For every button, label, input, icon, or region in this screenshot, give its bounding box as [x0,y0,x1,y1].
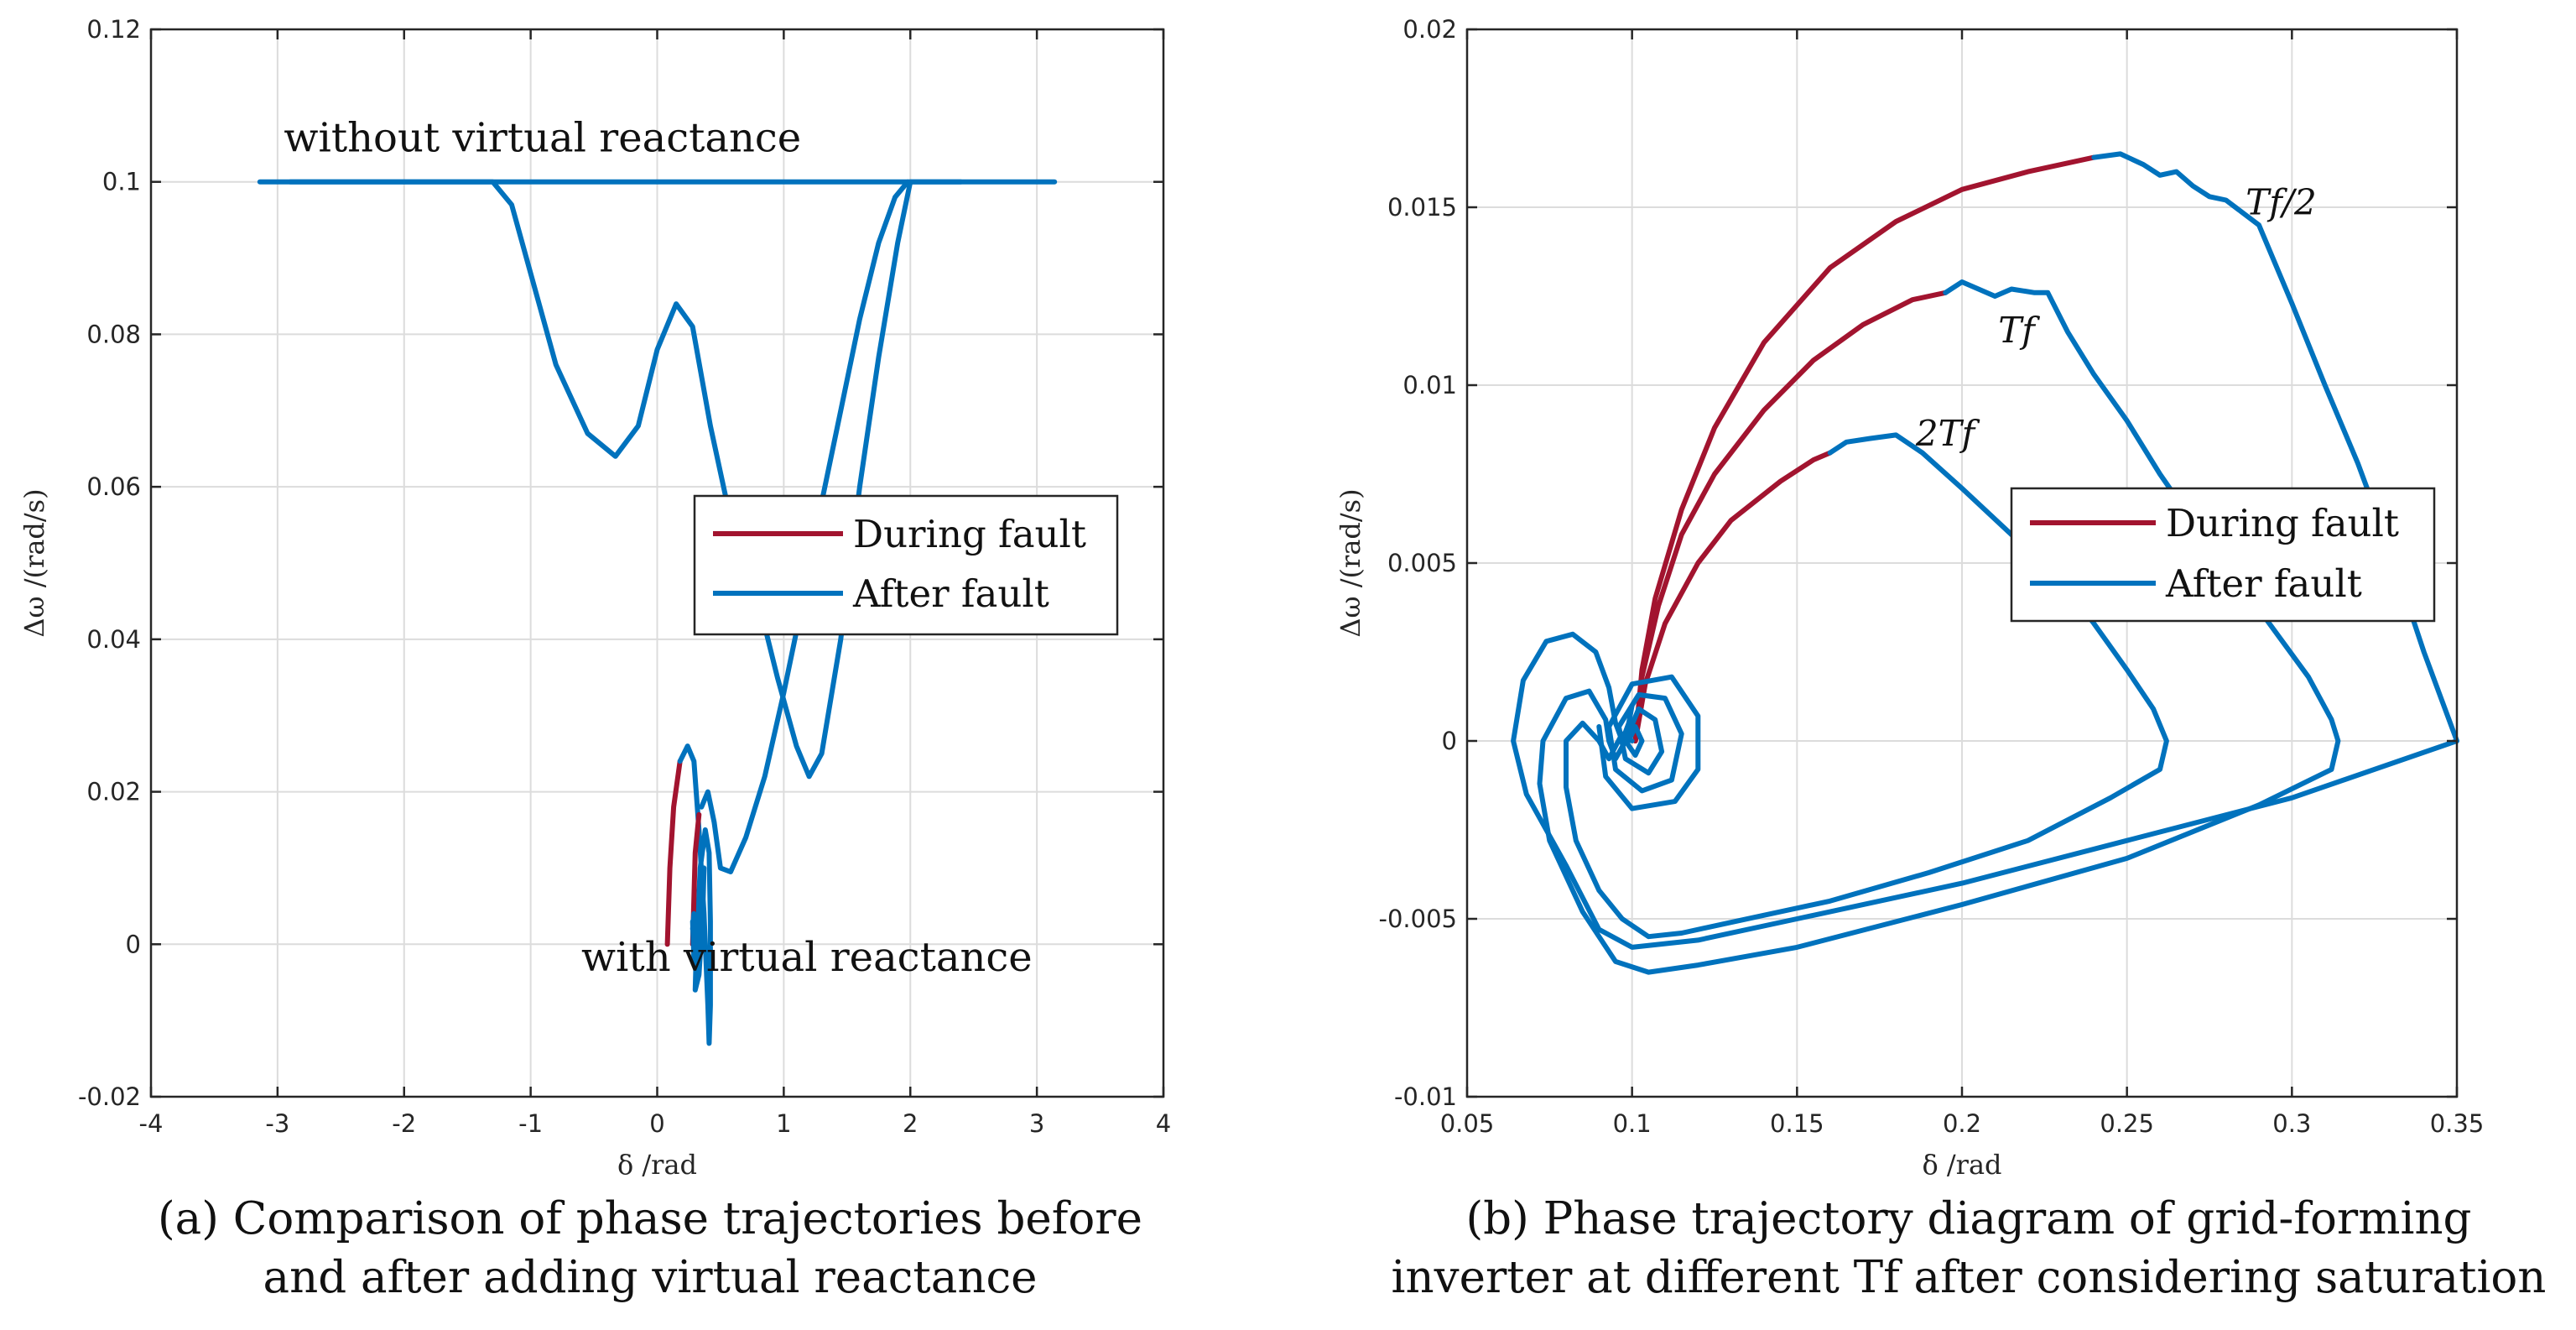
y-ticks-a: -0.02 0 0.02 0.04 0.06 0.08 0.1 0.12 [78,15,1163,1111]
chart-panel-a: -4 -3 -2 -1 0 1 2 3 4 -0.02 0 0.02 0.04 0.06 0.08 0.1 0… [18,15,1171,1303]
x-tick-label: 0.3 [2272,1109,2311,1138]
y-tick-label: -0.02 [78,1082,141,1111]
caption-a-line-1: (a) Comparison of phase trajectories bef… [158,1193,1142,1244]
y-tick-label: 0.08 [86,320,141,348]
x-tick-label: -2 [392,1109,416,1138]
x-axis-label-a: δ /rad [617,1149,697,1181]
y-axis-label-b: Δω /(rad/s) [1335,488,1366,637]
series-line-after-fault [1511,151,2459,950]
x-tick-label: 0 [649,1109,664,1138]
x-tick-label: 0.25 [2100,1109,2154,1138]
x-tick-label: 0.1 [1613,1109,1652,1138]
y-ticks-b: -0.01 -0.005 0 0.005 0.01 0.015 0.02 [1379,15,2457,1111]
series-line-after-fault [690,910,698,962]
x-tick-label: 2 [903,1109,918,1138]
y-axis-label-a: Δω /(rad/s) [18,488,50,637]
y-tick-label: 0.01 [1402,371,1457,399]
y-tick-label: -0.005 [1379,905,1458,933]
annotation-tf: Tf [1998,310,2040,351]
y-tick-label: 0.02 [1402,15,1457,44]
legend-box-b [2010,487,2436,623]
y-tick-label: -0.01 [1394,1082,1457,1111]
x-ticks-b: 0.05 0.1 0.15 0.2 0.25 0.3 0.35 [1440,29,2485,1138]
series-line-after-fault [257,179,964,780]
y-tick-label: 0 [126,930,141,958]
y-tick-label: 0.12 [86,15,141,44]
legend-a: During fault After fault [693,494,1119,636]
caption-b-line-2: inverter at different Tf after consideri… [1392,1252,2547,1303]
series-line-during-fault [1632,289,1949,743]
y-tick-label: 0.015 [1387,193,1457,222]
annotation-tf-half: Tf/2 [2246,181,2316,222]
y-tick-label: 0 [1442,727,1457,755]
x-axis-label-b: δ /rad [1922,1149,2001,1181]
annotation-2tf: 2Tf [1915,413,1980,454]
series-line-after-fault [699,179,911,874]
x-tick-label: 1 [776,1109,791,1138]
series-line-during-fault [1632,154,2097,743]
caption-a-line-2: and after adding virtual reactance [263,1252,1038,1303]
series-line-after-fault [1596,674,1701,811]
legend-box-a [693,494,1119,636]
y-tick-label: 0.02 [86,778,141,806]
series-line-after-fault [1537,279,2341,975]
annotation-without-virtual-reactance: without virtual reactance [284,114,801,161]
legend-label-during-fault-b: During fault [2166,501,2399,545]
x-tick-label: -4 [139,1109,164,1138]
x-tick-label: -1 [518,1109,543,1138]
annotation-with-virtual-reactance: with virtual reactance [581,934,1033,981]
caption-b-line-1: (b) Phase trajectory diagram of grid-for… [1466,1193,2472,1244]
legend-label-after-fault-a: After fault [852,571,1049,616]
y-tick-label: 0.04 [86,625,141,654]
y-tick-label: 0.1 [102,168,141,196]
legend-label-during-fault-a: During fault [853,512,1086,556]
x-tick-label: 0.15 [1770,1109,1824,1138]
x-tick-label: 3 [1029,1109,1044,1138]
series-line-during-fault [1632,450,1833,743]
x-tick-label: 0.05 [1440,1109,1495,1138]
x-tick-label: 4 [1156,1109,1171,1138]
y-tick-label: 0.06 [86,472,141,501]
x-tick-label: -3 [265,1109,289,1138]
series-line-after-fault [1564,432,2169,940]
x-tick-label: 0.35 [2430,1109,2485,1138]
legend-label-after-fault-b: After fault [2165,561,2362,606]
x-tick-label: 0.2 [1943,1109,1981,1138]
x-ticks-a: -4 -3 -2 -1 0 1 2 3 4 [139,29,1171,1138]
legend-b: During fault After fault [2010,487,2436,623]
series-b [1511,151,2459,975]
y-tick-label: 0.005 [1387,549,1457,577]
series-line-during-fault [664,759,683,947]
chart-panel-b: 0.05 0.1 0.15 0.2 0.25 0.3 0.35 -0.01-0.00500.… [1335,15,2546,1303]
